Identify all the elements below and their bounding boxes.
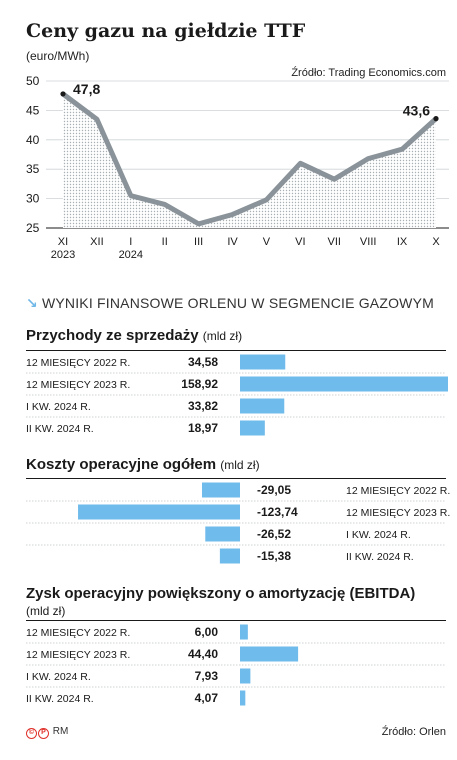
y-tick-label: 45 [26,103,40,117]
x-tick-label: VII [328,236,341,248]
x-tick-label: VI [295,236,305,248]
bar [240,646,299,662]
value-label: 4,07 [195,691,219,705]
costs-bar-chart: -29,05 12 MIESIĘCY 2022 R. -123,74 12 MIESI… [26,482,450,564]
y-tick-label: 30 [26,192,40,206]
row-label: 12 MIESIĘCY 2023 R. [346,507,450,519]
data-label: 47,8 [73,81,100,97]
row-label: 12 MIESIĘCY 2023 R. [26,649,130,661]
value-label: 158,92 [181,377,218,391]
data-point [60,91,66,97]
section-heading-text: WYNIKI FINANSOWE ORLENU W SEGMENCIE GAZO… [41,295,434,311]
chart-unit: (euro/MWh) [26,49,90,63]
data-point [433,116,439,122]
section-heading: ↘ WYNIKI FINANSOWE ORLENU W SEGMENCIE GAZ… [26,295,434,312]
costs-title: Koszty operacyjne ogółem (mld zł) [26,456,260,473]
publisher-logo: © P RM [26,726,68,739]
revenue-bar-chart: 12 MIESIĘCY 2022 R. 34,58 12 MIESIĘCY 2023… [26,354,448,436]
x-tick-label: V [263,236,271,248]
price-line [60,91,439,227]
source-label: Źródło: Trading Economics.com [291,67,446,79]
y-tick-label: 25 [26,221,40,235]
bar [78,504,240,520]
bar [201,482,240,498]
y-tick-label: 35 [26,162,40,176]
value-label: 6,00 [195,625,219,639]
row-label: I KW. 2024 R. [346,529,411,541]
ebitda-rule [26,620,446,621]
bar [240,354,286,370]
row-label: 12 MIESIĘCY 2022 R. [26,627,130,639]
value-label: 34,58 [188,355,218,369]
ebitda-bar-chart: 12 MIESIĘCY 2022 R. 6,00 12 MIESIĘCY 2023 … [26,624,446,706]
x-year-label: 2023 [51,249,75,261]
bar [219,548,240,564]
x-year-label: 2024 [119,249,143,261]
p-logo-icon: P [38,728,49,739]
row-label: II KW. 2024 R. [26,693,94,705]
bar [240,398,285,414]
row-label: II KW. 2024 R. [346,551,414,563]
revenue-rule [26,350,446,351]
price-area [63,93,436,228]
bar [240,668,251,684]
x-tick-label: III [194,236,203,248]
data-label: 43,6 [403,103,430,119]
y-tick-label: 50 [26,74,40,88]
value-label: -123,74 [257,505,298,519]
x-tick-label: XI [58,236,68,248]
source-bottom: Źródło: Orlen [381,726,446,738]
value-label: -15,38 [257,549,291,563]
bar [240,420,265,436]
row-label: 12 MIESIĘCY 2022 R. [26,357,130,369]
row-label: I KW. 2024 R. [26,671,91,683]
x-tick-label: X [432,236,440,248]
row-label: 12 MIESIĘCY 2022 R. [346,485,450,497]
value-label: 44,40 [188,647,218,661]
value-label: -29,05 [257,483,291,497]
copyright-icon: © [26,728,37,739]
value-label: 33,82 [188,399,218,413]
x-tick-label: I [129,236,132,248]
row-label: 12 MIESIĘCY 2023 R. [26,379,130,391]
costs-title-text: Koszty operacyjne ogółem [26,456,217,473]
bar [240,376,448,392]
x-tick-label: IX [397,236,408,248]
value-label: 18,97 [188,421,218,435]
value-label: -26,52 [257,527,291,541]
bar [240,624,248,640]
logo-rm: RM [52,726,69,737]
x-tick-label: IV [227,236,238,248]
ebitda-title: Zysk operacyjny powiększony o amortyzacj… [26,585,416,602]
revenue-title-text: Przychody ze sprzedaży [26,327,199,344]
bar [205,526,240,542]
revenue-unit: (mld zł) [202,329,243,343]
costs-unit: (mld zł) [220,458,260,472]
row-label: II KW. 2024 R. [26,423,94,435]
revenue-title: Przychody ze sprzedaży (mld zł) [26,327,242,344]
row-label: I KW. 2024 R. [26,401,91,413]
value-label: 7,93 [195,669,219,683]
ebitda-unit: (mld zł) [26,604,66,618]
y-tick-label: 40 [26,133,40,147]
x-tick-label: II [162,236,168,248]
x-tick-label: XII [90,236,103,248]
arrow-down-right-icon: ↘ [26,295,38,311]
costs-rule [26,478,446,479]
x-tick-label: VIII [360,236,377,248]
chart-title: Ceny gazu na giełdzie TTF [26,20,306,42]
bar [240,690,246,706]
